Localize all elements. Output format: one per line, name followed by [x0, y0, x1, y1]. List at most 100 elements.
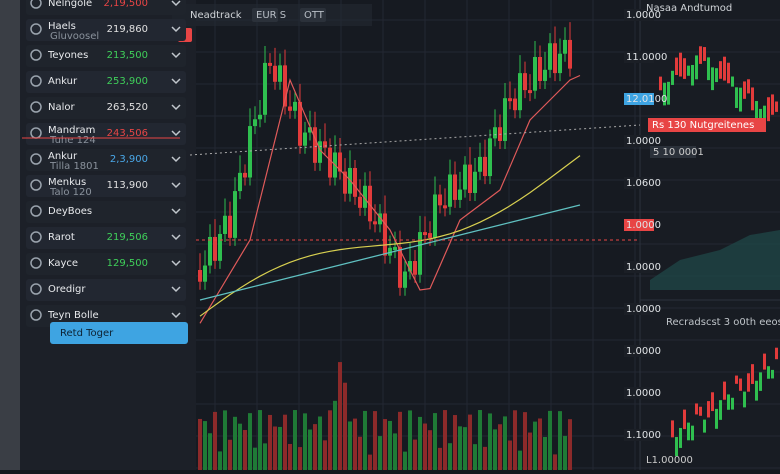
row-icon — [30, 49, 42, 61]
volume-bar — [323, 440, 327, 470]
price-label: 1.0000 — [626, 136, 661, 147]
candle — [755, 380, 758, 401]
candle — [213, 236, 217, 261]
candle — [671, 420, 674, 438]
volume-bar — [413, 439, 417, 470]
row-icon — [30, 153, 42, 165]
action-button[interactable] — [50, 322, 188, 344]
action-button-label: Retd Toger — [60, 328, 114, 339]
volume-bar — [493, 429, 497, 470]
row-label: Haels — [48, 21, 76, 32]
candle — [775, 101, 778, 112]
toolbar-tab[interactable] — [300, 8, 326, 22]
volume-bar — [213, 411, 217, 470]
panel-chip[interactable] — [650, 146, 696, 158]
candle — [771, 369, 774, 379]
panel-banner — [648, 118, 766, 132]
sidebar-row[interactable] — [26, 305, 186, 327]
candle — [767, 97, 770, 122]
chevron — [171, 260, 181, 267]
sidebar-row[interactable] — [26, 201, 186, 223]
volume-bar — [233, 416, 237, 470]
toolbar-tab-label: EUR S — [256, 10, 286, 21]
sidebar-row[interactable] — [26, 19, 186, 41]
price-tag — [624, 219, 654, 231]
sidebar-row[interactable] — [26, 253, 186, 275]
volume-bar — [458, 426, 462, 470]
candle — [388, 247, 392, 256]
chevron — [171, 234, 181, 241]
volume-bar — [333, 400, 337, 470]
sidebar-row[interactable] — [26, 227, 186, 249]
candle — [413, 261, 417, 275]
volume-bar — [443, 410, 447, 470]
candle — [679, 427, 682, 448]
sidebar-row[interactable] — [26, 45, 186, 67]
candle — [735, 375, 738, 384]
row-label: Kayce — [48, 258, 78, 269]
candle — [743, 391, 746, 408]
candle — [208, 236, 212, 266]
candle — [233, 191, 237, 238]
volume-bar — [448, 443, 452, 470]
chevron — [171, 312, 181, 319]
row-sub: Tuhe 124 — [49, 135, 96, 146]
volume-bar — [513, 410, 517, 470]
candle — [687, 422, 690, 441]
row-value: 2,19,500 — [103, 0, 148, 9]
volume-bar — [203, 421, 207, 470]
candle — [418, 232, 422, 275]
volume-bar — [418, 416, 422, 470]
row-value: 263,520 — [107, 102, 148, 113]
candle — [719, 400, 722, 420]
candle — [568, 39, 572, 69]
candle — [699, 406, 702, 416]
chevron — [171, 156, 181, 163]
volume-bar — [378, 436, 382, 470]
volume-bar — [488, 413, 492, 470]
price-tag — [624, 93, 654, 105]
candle — [258, 114, 262, 120]
price-tag — [624, 135, 654, 147]
toolbar-tab[interactable] — [252, 8, 278, 22]
row-icon — [30, 231, 42, 243]
row-value: 213,500 — [107, 50, 148, 61]
volume-bar — [463, 427, 467, 470]
price-label: 1.0000 — [626, 388, 661, 399]
candle — [711, 67, 714, 91]
price-label: 1.0600 — [626, 178, 661, 189]
candle — [723, 56, 726, 81]
volume-bar — [523, 412, 527, 470]
volume-bar — [223, 410, 227, 470]
sidebar-row[interactable] — [26, 97, 186, 119]
volume-bar — [363, 410, 367, 470]
candle — [508, 98, 512, 102]
candle — [373, 221, 377, 225]
candle — [695, 55, 698, 80]
volume-bar — [453, 415, 457, 470]
volume-bar — [428, 430, 432, 470]
candle — [723, 381, 726, 400]
candle — [538, 57, 542, 81]
candle — [775, 347, 778, 360]
price-tag — [624, 51, 654, 63]
price-label: 1.0000 — [626, 346, 661, 357]
volume-bar — [473, 444, 477, 470]
candle — [478, 156, 482, 172]
sidebar-row[interactable] — [26, 71, 186, 93]
volume-bar — [278, 426, 282, 470]
volume-bar — [518, 450, 522, 470]
toolbar-title: Neadtrack — [190, 10, 242, 21]
sidebar-row[interactable] — [26, 279, 186, 301]
sidebar-row[interactable] — [26, 149, 186, 171]
row-icon — [30, 179, 42, 191]
candle — [667, 81, 670, 105]
sidebar-row[interactable] — [26, 0, 186, 15]
chevron — [171, 286, 181, 293]
candle — [707, 57, 710, 81]
sidebar-row[interactable] — [26, 175, 186, 197]
candle — [683, 58, 686, 79]
volume-bar — [328, 410, 332, 470]
sidebar-row[interactable] — [26, 123, 186, 145]
